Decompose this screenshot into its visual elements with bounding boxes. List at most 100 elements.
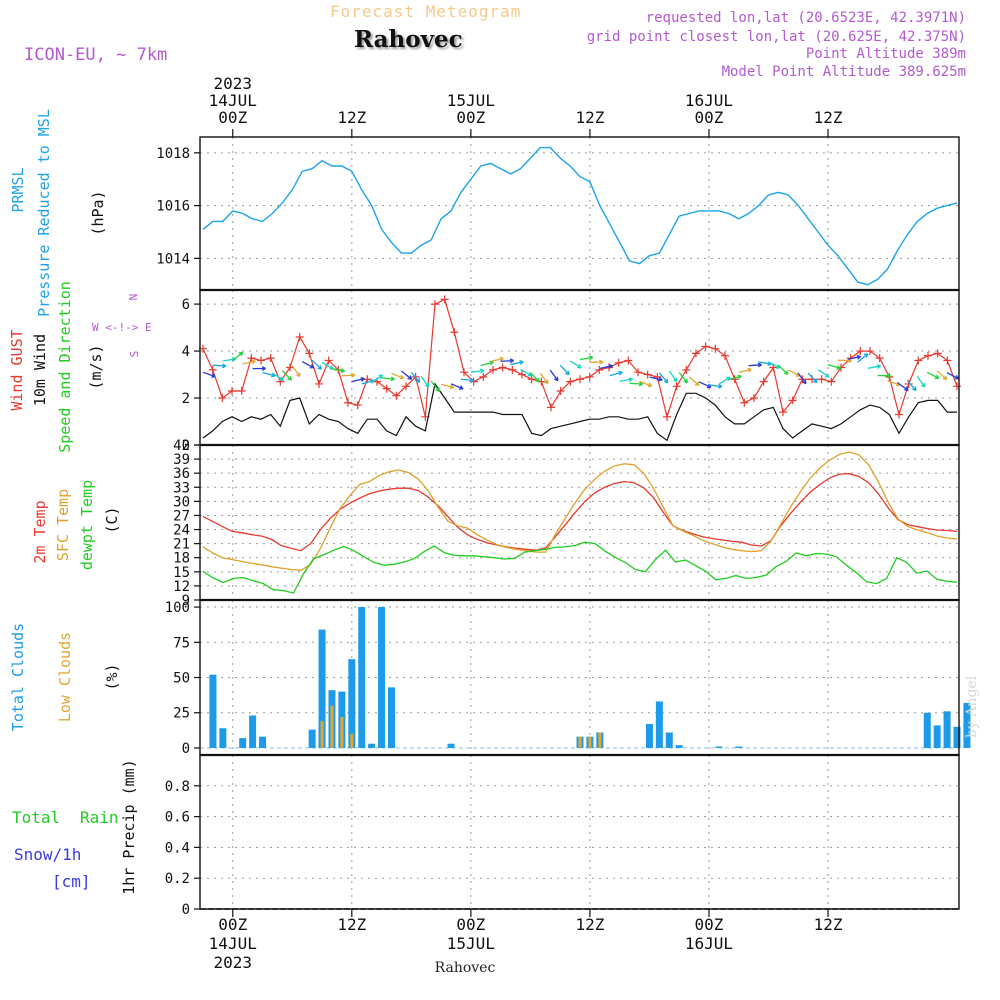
y-tick-label: 4 [182,344,190,360]
gust-marker [479,372,488,381]
top-time-label: 16JUL [685,91,733,110]
total-cloud-bar [953,726,961,748]
legend-total: Total [12,808,60,827]
wind-arrow [401,370,412,380]
gust-marker [933,349,942,358]
gust-marker [266,354,275,363]
top-time-label: 14JUL [209,91,257,110]
gust-marker [305,349,314,358]
wind-arrow [698,381,712,388]
low-cloud-bar [340,716,344,748]
top-time-label: 12Z [575,108,604,127]
wind-arrow [430,380,440,392]
wind-unit: (m/s) [87,344,105,389]
wind-arrow [391,372,404,379]
y-tick-label: 33 [173,480,190,496]
y-tick-label: 0 [182,741,190,757]
bottom-time-label: 12Z [337,915,366,934]
wind-arrow [609,371,623,377]
gust-marker [711,344,720,353]
credit-watermark: by Angel [964,675,980,738]
wind-arrow [520,368,533,377]
wind-arrow [410,371,421,383]
wind-arrow-head [360,376,365,382]
y-tick-label: 0.4 [165,840,190,856]
top-time-label: 00Z [218,108,247,127]
gust-line [202,298,958,420]
panel-frame [199,444,960,601]
wind-arrow-head [238,351,244,357]
gust-label: Wind GUST [8,329,26,410]
wind-arrow [936,370,948,381]
credit-text: by Angel [964,675,980,738]
wind-arrow [202,371,216,378]
panel-frame [199,136,960,291]
wind-direction-label: Speed and Direction [56,281,74,453]
wind-arrow-head [658,376,663,382]
wind-arrow [351,378,365,383]
y-tick-label: 1014 [156,251,190,267]
gust-marker [827,377,836,386]
gust-marker [556,386,565,395]
gust-marker [315,379,323,388]
wind-arrow [946,372,959,380]
bottom-time-label: 00Z [218,915,247,934]
wind-arrow [559,364,570,376]
low-cloud-bar [588,736,592,748]
wind-arrow [897,382,909,391]
top-time-label: 12Z [814,108,843,127]
total-cloud-bar [308,729,316,748]
total-cloud-bar [249,715,257,748]
y-tick-label: 25 [173,706,190,722]
wind-arrow-head [390,376,395,382]
wind-arrow-head [544,379,549,385]
gust-marker [247,354,256,363]
wind-arrow [788,369,801,377]
gust-marker [228,386,236,395]
wind-arrow [262,371,276,377]
wind-arrow-head [783,370,789,375]
bottom-time-label: 15JUL [447,934,495,953]
model-altitude: Model Point Altitude 389.625m [721,64,966,80]
wind-arrow-head [599,359,604,365]
wind-arrow-head [706,383,712,389]
top-time-label: 00Z [456,108,485,127]
gust-marker [750,394,758,403]
pressure-label-long: Pressure Reduced to MSL [35,109,53,317]
wind-arrow [867,365,881,369]
sfc-temp-line [202,451,958,572]
wind-arrow [341,374,355,377]
wind-arrow [599,365,613,370]
wind-arrow [827,363,841,370]
y-tick-label: 1018 [156,146,190,162]
y-tick-label: 100 [165,600,190,616]
y-tick-label: 75 [173,635,190,651]
wind-arrow-head [747,367,752,373]
gust-marker [585,372,594,381]
gust-marker [653,372,662,381]
wind-arrow [460,378,474,382]
gust-marker [324,356,333,365]
wind-arrow [708,384,722,388]
top-time-label: 15JUL [447,91,495,110]
y-tick-label: 0.2 [165,871,190,887]
y-tick-label: 30 [173,494,190,510]
model-label: ICON-EU, ~ 7km [24,45,168,65]
total-cloud-bar [239,738,247,748]
wind-arrow-head [279,376,285,381]
wind-arrow [500,359,514,362]
total-cloud-bar [963,702,971,748]
top-time-label: 2023 [213,74,252,93]
grid-point-coordinates: grid point closest lon,lat (20.625E, 42.… [586,29,966,45]
y-tick-label: 6 [182,297,190,313]
wind-arrow-head [647,382,653,388]
gust-marker [663,412,671,421]
wind-arrow-head [535,377,541,383]
wind-arrow [619,378,633,382]
gust-marker [692,349,700,358]
y-tick-label: 12 [173,579,190,595]
y-tick-label: 1016 [156,199,190,215]
low-cloud-bar [330,705,334,748]
wind-arrow-head [553,376,559,382]
total-cloud-bar [358,607,366,748]
